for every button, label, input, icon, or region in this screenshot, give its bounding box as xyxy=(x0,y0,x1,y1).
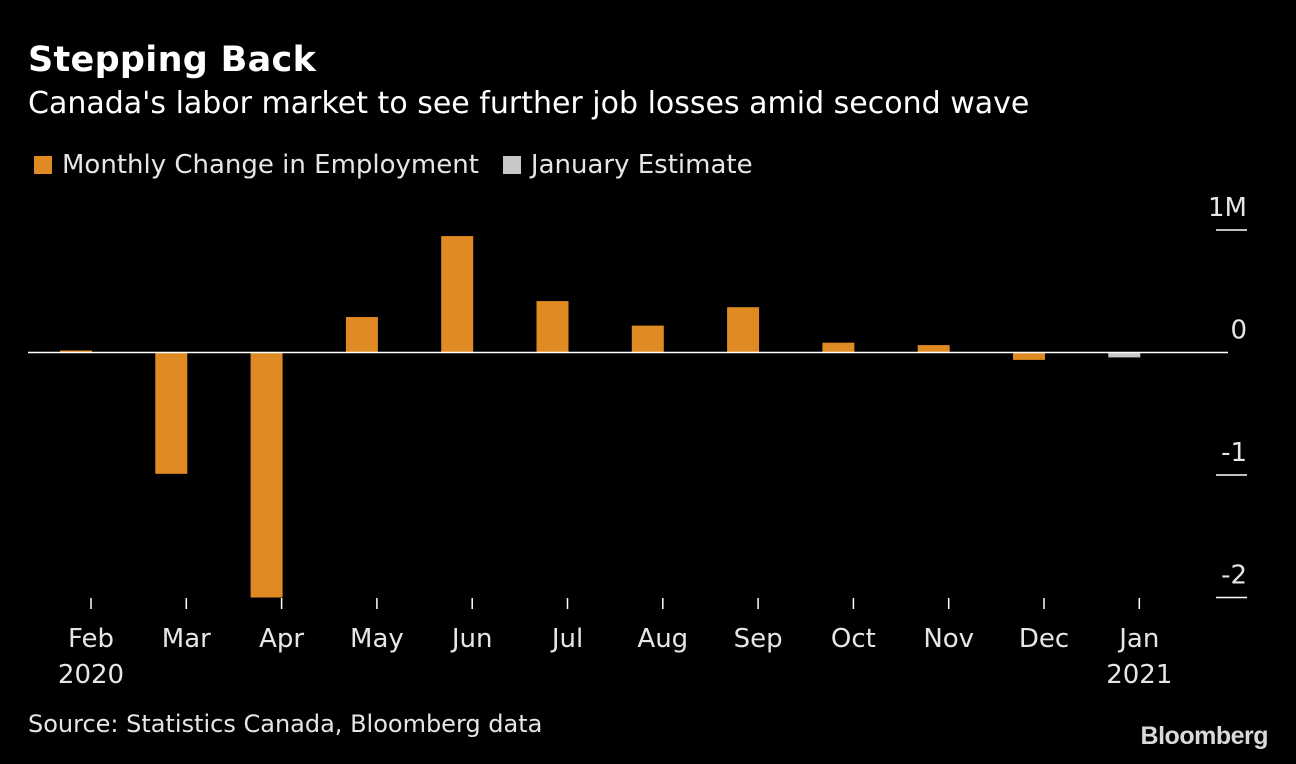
x-tick-label-mar: Mar xyxy=(162,624,211,654)
bar-mar-series-0 xyxy=(155,352,188,474)
x-tick-label-may: May xyxy=(350,624,404,654)
chart-subtitle: Canada's labor market to see further job… xyxy=(28,86,1030,121)
bar-may-series-0 xyxy=(345,317,378,353)
legend-item-january-estimate: January Estimate xyxy=(502,150,753,180)
y-tick-label-3: -2 xyxy=(1221,561,1247,591)
bar-feb-series-0 xyxy=(60,350,92,353)
source-note: Source: Statistics Canada, Bloomberg dat… xyxy=(28,710,543,738)
x-tick-label-oct: Oct xyxy=(831,624,876,654)
x-year-label-2021: 2021 xyxy=(1106,660,1172,690)
bar-nov-series-0 xyxy=(917,345,950,353)
legend-swatch-january-estimate xyxy=(502,156,521,174)
bar-jan-series-1 xyxy=(1108,352,1141,358)
legend: Monthly Change in Employment January Est… xyxy=(34,150,777,180)
x-tick-label-apr: Apr xyxy=(259,624,304,654)
bar-aug-series-0 xyxy=(631,325,664,353)
x-tick-label-nov: Nov xyxy=(923,624,974,654)
x-tick-label-jan: Jan xyxy=(1117,624,1159,654)
y-tick-label-0: 1M xyxy=(1208,193,1247,223)
bloomberg-logo: Bloomberg xyxy=(1140,722,1269,750)
legend-swatch-monthly-change xyxy=(34,156,52,174)
bar-jun-series-0 xyxy=(441,236,474,353)
y-tick-label-1: 0 xyxy=(1230,316,1247,346)
x-year-label-2020: 2020 xyxy=(58,660,124,690)
x-tick-label-feb: Feb xyxy=(68,624,114,654)
x-tick-label-jun: Jun xyxy=(450,624,493,654)
x-tick-label-jul: Jul xyxy=(550,624,583,654)
chart-title: Stepping Back xyxy=(28,40,317,80)
bar-jul-series-0 xyxy=(536,301,569,353)
bar-oct-series-0 xyxy=(822,342,855,353)
bar-sep-series-0 xyxy=(727,307,760,353)
legend-label-january-estimate: January Estimate xyxy=(530,150,753,180)
y-tick-label-2: -1 xyxy=(1221,438,1247,468)
legend-label-monthly-change: Monthly Change in Employment xyxy=(62,150,479,180)
x-tick-label-dec: Dec xyxy=(1019,624,1069,654)
x-tick-label-aug: Aug xyxy=(637,624,688,654)
legend-item-monthly-change: Monthly Change in Employment xyxy=(34,150,479,180)
bar-apr-series-0 xyxy=(250,352,283,598)
bar-dec-series-0 xyxy=(1013,352,1045,360)
x-tick-label-sep: Sep xyxy=(734,624,783,654)
